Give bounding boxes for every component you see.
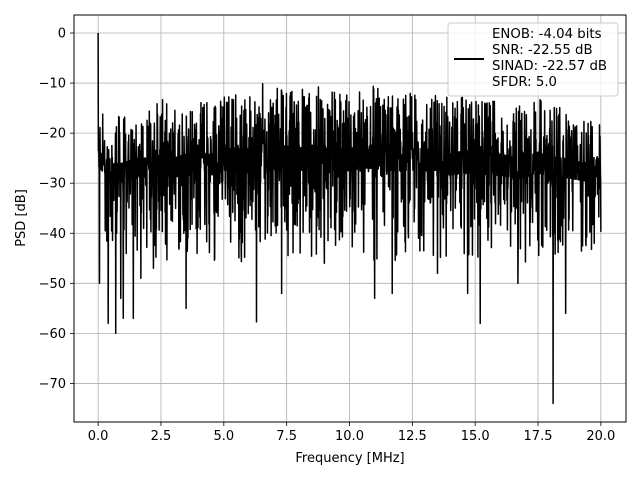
x-tick-label: 17.5 (524, 429, 553, 444)
x-tick-label: 10.0 (335, 429, 364, 444)
y-tick-label: −50 (39, 277, 66, 292)
x-tick-label: 5.0 (213, 429, 234, 444)
x-tick-label: 7.5 (276, 429, 297, 444)
legend-entry: SFDR: 5.0 (492, 75, 557, 90)
plot-frame (73, 14, 627, 423)
legend-box (447, 22, 619, 97)
y-tick-label: −40 (39, 227, 66, 242)
x-tick-label: 20.0 (586, 429, 615, 444)
series-psd (97, 33, 602, 405)
y-tick-label: −10 (39, 77, 66, 92)
x-tick-label: 2.5 (151, 429, 172, 444)
x-axis: 0.0 2.5 5.0 7.5 10.0 12.5 15.0 17.5 20.0 (88, 422, 615, 444)
y-axis: 0 −10 −20 −30 −40 −50 −60 −70 (39, 27, 74, 392)
legend-entry: SINAD: -22.57 dB (492, 59, 607, 74)
y-tick-label: −30 (39, 177, 66, 192)
y-axis-label: PSD [dB] (14, 189, 29, 247)
x-tick-label: 0.0 (88, 429, 109, 444)
series-line (97, 33, 602, 405)
legend-entry: ENOB: -4.04 bits (492, 27, 602, 42)
y-tick-label: −70 (39, 377, 66, 392)
legend-entry: SNR: -22.55 dB (492, 43, 593, 58)
y-tick-label: −60 (39, 327, 66, 342)
x-tick-label: 12.5 (398, 429, 427, 444)
y-tick-label: 0 (58, 27, 66, 42)
x-tick-label: 15.0 (461, 429, 490, 444)
x-axis-label: Frequency [MHz] (295, 451, 404, 466)
y-tick-label: −20 (39, 127, 66, 142)
